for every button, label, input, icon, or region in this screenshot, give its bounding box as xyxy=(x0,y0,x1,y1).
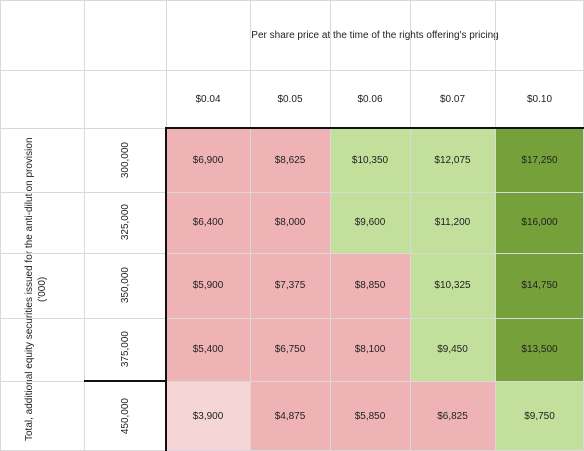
table-cell[interactable]: $6,750 xyxy=(250,318,330,381)
table-cell[interactable]: $16,000 xyxy=(495,192,584,253)
row-header-label: 450,000 xyxy=(119,397,131,435)
table-cell[interactable]: $17,250 xyxy=(495,128,584,192)
grid-line xyxy=(0,192,584,193)
grid-line xyxy=(0,318,584,319)
column-header-title: Per share price at the time of the right… xyxy=(166,20,584,50)
table-cell[interactable]: $6,400 xyxy=(166,192,250,253)
column-header-cell[interactable]: $0.07 xyxy=(439,93,466,105)
column-header-cell[interactable]: $0.05 xyxy=(277,93,303,105)
table-cell[interactable]: $6,825 xyxy=(410,381,495,451)
row-header-cell[interactable]: 300,000 xyxy=(84,128,166,192)
table-border-left xyxy=(165,127,167,451)
table-cell[interactable]: $6,900 xyxy=(166,128,250,192)
grid-line xyxy=(0,381,584,382)
table-cell[interactable]: $13,500 xyxy=(495,318,584,381)
table-cell[interactable]: $8,850 xyxy=(330,253,410,318)
column-header-cell[interactable]: $0.10 xyxy=(526,93,553,105)
grid-line xyxy=(0,0,584,1)
grid-line xyxy=(0,253,584,254)
table-cell[interactable]: $3,900 xyxy=(166,381,250,451)
table-cell[interactable]: $7,375 xyxy=(250,253,330,318)
table-cell[interactable]: $14,750 xyxy=(495,253,584,318)
table-cell[interactable]: $9,450 xyxy=(410,318,495,381)
row-header-label: 350,000 xyxy=(119,267,131,304)
grid-line xyxy=(84,0,85,451)
grid-line xyxy=(410,0,411,451)
row-separator-border xyxy=(84,380,166,382)
row-header-cell[interactable]: 325,000 xyxy=(84,192,166,253)
column-header-title-text: Per share price at the time of the right… xyxy=(251,29,499,41)
grid-line xyxy=(0,0,1,451)
table-cell[interactable]: $4,875 xyxy=(250,381,330,451)
table-cell[interactable]: $9,600 xyxy=(330,192,410,253)
table-cell[interactable]: $10,350 xyxy=(330,128,410,192)
grid-line xyxy=(495,0,496,451)
grid-line xyxy=(330,0,331,451)
table-cell[interactable]: $12,075 xyxy=(410,128,495,192)
grid-line xyxy=(0,70,584,71)
column-header-cell[interactable]: $0.04 xyxy=(195,93,221,105)
row-header-label: 300,000 xyxy=(119,141,131,179)
table-cell[interactable]: $5,900 xyxy=(166,253,250,318)
row-header-label: 325,000 xyxy=(119,204,131,241)
column-header-cell[interactable]: $0.06 xyxy=(357,93,383,105)
table-cell[interactable]: $8,100 xyxy=(330,318,410,381)
table-border-top xyxy=(166,127,584,129)
table-cell[interactable]: $5,850 xyxy=(330,381,410,451)
table-cell[interactable]: $10,325 xyxy=(410,253,495,318)
table-cell[interactable]: $8,000 xyxy=(250,192,330,253)
row-header-cell[interactable]: 350,000 xyxy=(84,253,166,318)
row-header-title-text: Total, additional equity securities issu… xyxy=(24,137,48,441)
grid-line xyxy=(250,0,251,451)
table-cell[interactable]: $5,400 xyxy=(166,318,250,381)
table-cell[interactable]: $9,750 xyxy=(495,381,584,451)
row-header-title: Total, additional equity securities issu… xyxy=(14,130,58,448)
row-header-cell[interactable]: 375,000 xyxy=(84,318,166,381)
row-header-cell[interactable]: 450,000 xyxy=(84,381,166,451)
table-cell[interactable]: $8,625 xyxy=(250,128,330,192)
row-header-label: 375,000 xyxy=(119,331,131,368)
table-cell[interactable]: $11,200 xyxy=(410,192,495,253)
